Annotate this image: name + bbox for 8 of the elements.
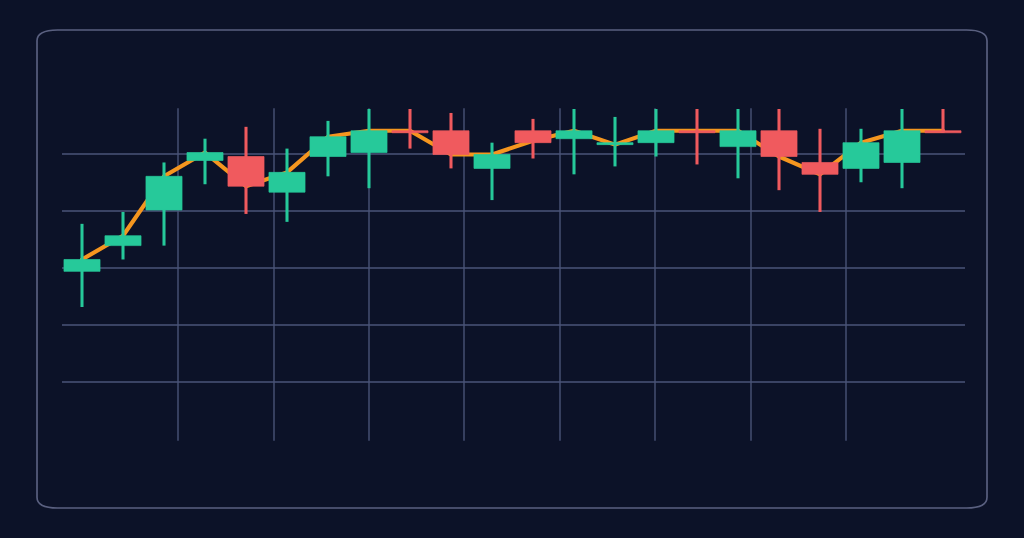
candlestick bbox=[596, 115, 634, 167]
candlestick bbox=[555, 109, 593, 175]
candlestick bbox=[63, 222, 101, 307]
candlestick bbox=[391, 109, 429, 149]
candlestick bbox=[801, 127, 839, 212]
candlestick bbox=[678, 109, 716, 165]
candlestick bbox=[924, 109, 962, 134]
candlestick bbox=[186, 138, 224, 185]
